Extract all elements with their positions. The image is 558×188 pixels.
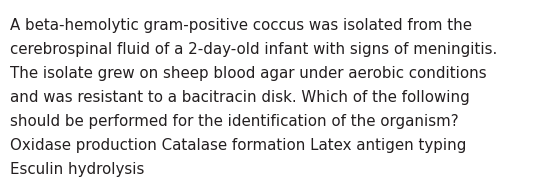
Text: The isolate grew on sheep blood agar under aerobic conditions: The isolate grew on sheep blood agar und… [10, 66, 487, 81]
Text: should be performed for the identification of the organism?: should be performed for the identificati… [10, 114, 459, 129]
Text: and was resistant to a bacitracin disk. Which of the following: and was resistant to a bacitracin disk. … [10, 90, 470, 105]
Text: Esculin hydrolysis: Esculin hydrolysis [10, 162, 145, 177]
Text: A beta-hemolytic gram-positive coccus was isolated from the: A beta-hemolytic gram-positive coccus wa… [10, 18, 472, 33]
Text: Oxidase production Catalase formation Latex antigen typing: Oxidase production Catalase formation La… [10, 138, 466, 153]
Text: cerebrospinal fluid of a 2-day-old infant with signs of meningitis.: cerebrospinal fluid of a 2-day-old infan… [10, 42, 497, 57]
